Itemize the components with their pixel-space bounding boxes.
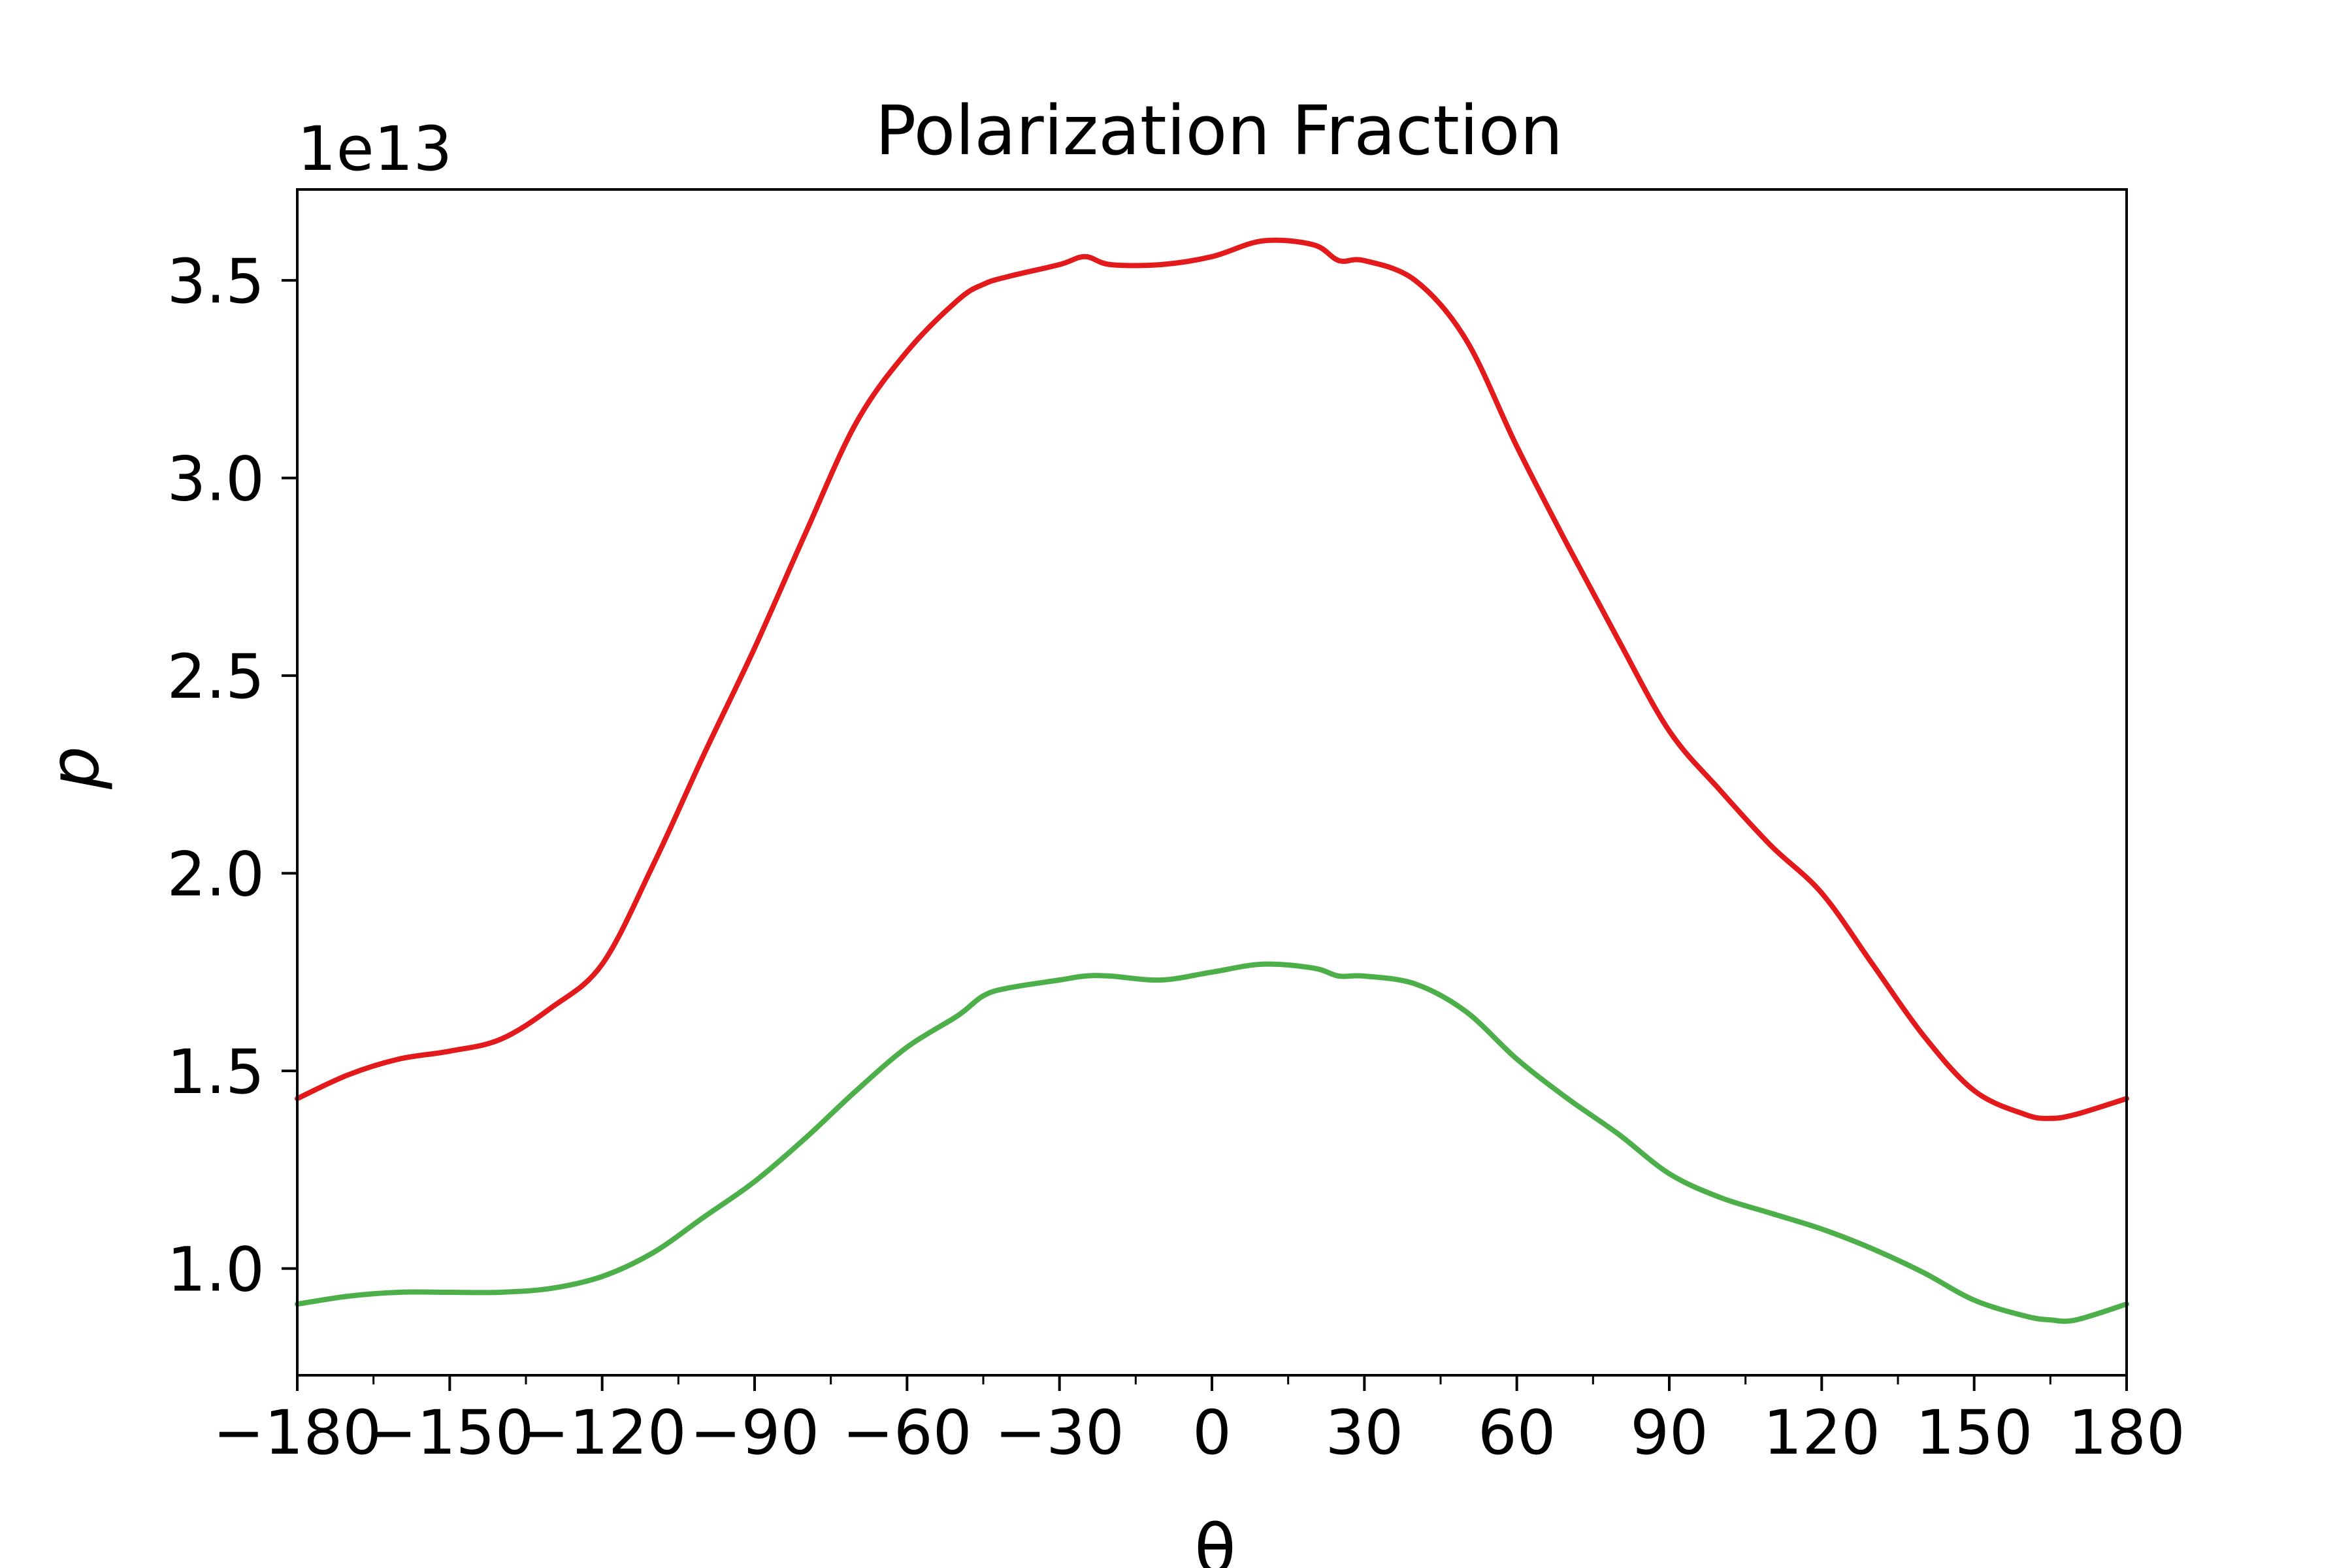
y-axis-label: p: [35, 746, 114, 790]
x-tick-label: 0: [1192, 1397, 1232, 1469]
chart-title: Polarization Fraction: [875, 91, 1563, 171]
x-tick-label: −150: [365, 1397, 534, 1469]
x-tick-label: −180: [213, 1397, 382, 1469]
x-tick-label: 150: [1916, 1397, 2033, 1469]
y-offset-label: 1e13: [297, 114, 452, 185]
x-tick-label: −120: [518, 1397, 687, 1469]
x-tick-label: 120: [1763, 1397, 1880, 1469]
x-tick-label: −30: [994, 1397, 1124, 1469]
y-tick-label: 2.5: [167, 642, 265, 713]
x-axis-label: θ: [1194, 1510, 1236, 1568]
y-tick-label: 3.0: [167, 444, 265, 515]
x-tick-label: 30: [1326, 1397, 1404, 1469]
y-tick-label: 2.0: [167, 840, 265, 911]
x-tick-label: −60: [842, 1397, 972, 1469]
y-axis: 1.0 1.5 2.0 2.5 3.0 3.5: [167, 246, 297, 1306]
y-tick-label: 1.0: [167, 1235, 265, 1306]
x-axis: −180−150−120 −90 −60 −30 0 30 60 90 120 150 180: [213, 1375, 2185, 1469]
x-tick-label: 180: [2068, 1397, 2185, 1469]
series-layer: [295, 237, 2129, 1324]
x-tick-label: −90: [690, 1397, 819, 1469]
y-tick-label: 1.5: [167, 1037, 265, 1108]
series-line-1: [295, 237, 2129, 1121]
x-tick-label: 90: [1630, 1397, 1708, 1469]
y-tick-label: 3.5: [167, 246, 265, 318]
x-tick-label: 60: [1478, 1397, 1556, 1469]
series-line-2: [295, 961, 2129, 1324]
